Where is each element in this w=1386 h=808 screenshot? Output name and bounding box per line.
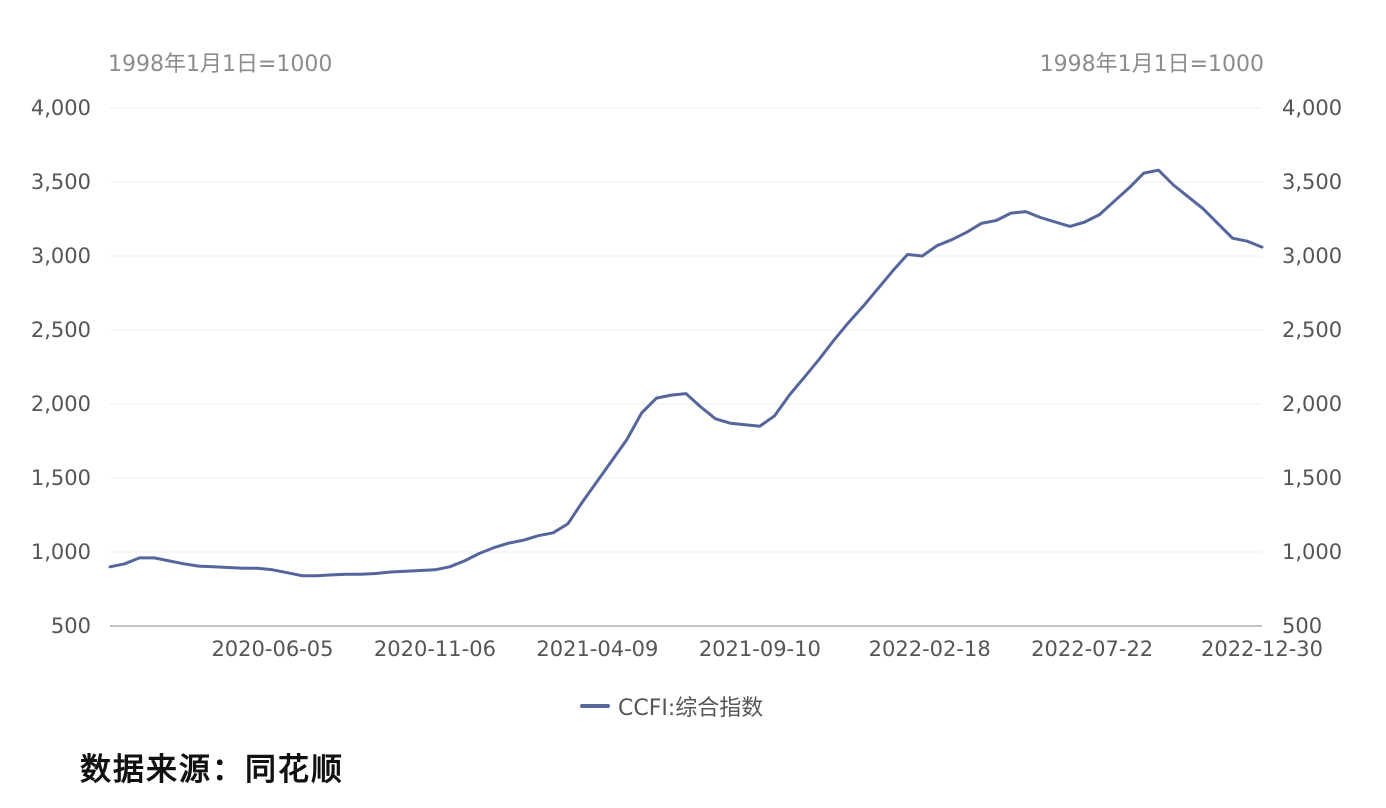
y-tick-label-left: 2,500 [31, 318, 91, 342]
y-tick-label-right: 500 [1282, 614, 1322, 638]
x-tick-label: 2022-12-30 [1201, 637, 1323, 661]
y-tick-label-right: 2,000 [1282, 392, 1342, 416]
y-tick-label-left: 4,000 [31, 96, 91, 120]
source-note: 数据来源：同花顺 [80, 752, 344, 788]
y-tick-label-right: 3,000 [1282, 244, 1342, 268]
y-tick-label-right: 4,000 [1282, 96, 1342, 120]
legend-series-label: CCFI:综合指数 [618, 696, 764, 721]
x-tick-label: 2021-04-09 [536, 637, 658, 661]
y-tick-label-left: 3,500 [31, 170, 91, 194]
y-tick-label-left: 2,000 [31, 392, 91, 416]
x-tick-label: 2022-07-22 [1031, 637, 1153, 661]
x-tick-label: 2021-09-10 [699, 637, 821, 661]
y-tick-label-left: 500 [51, 614, 91, 638]
legend-series-swatch [580, 704, 610, 708]
y-tick-label-right: 3,500 [1282, 170, 1342, 194]
series-line [108, 168, 1264, 578]
y-tick-label-left: 3,000 [31, 244, 91, 268]
x-tick-label: 2020-11-06 [374, 637, 496, 661]
right-axis-unit-label: 1998年1月1日=1000 [1039, 52, 1264, 77]
y-tick-label-right: 2,500 [1282, 318, 1342, 342]
y-tick-label-right: 1,500 [1282, 466, 1342, 490]
left-axis-unit-label: 1998年1月1日=1000 [108, 52, 333, 77]
legend: CCFI:综合指数 [580, 690, 763, 722]
y-tick-label-right: 1,000 [1282, 540, 1342, 564]
y-tick-label-left: 1,500 [31, 466, 91, 490]
x-tick-label: 2022-02-18 [869, 637, 991, 661]
x-tick-label: 2020-06-05 [211, 637, 333, 661]
y-tick-label-left: 1,000 [31, 540, 91, 564]
